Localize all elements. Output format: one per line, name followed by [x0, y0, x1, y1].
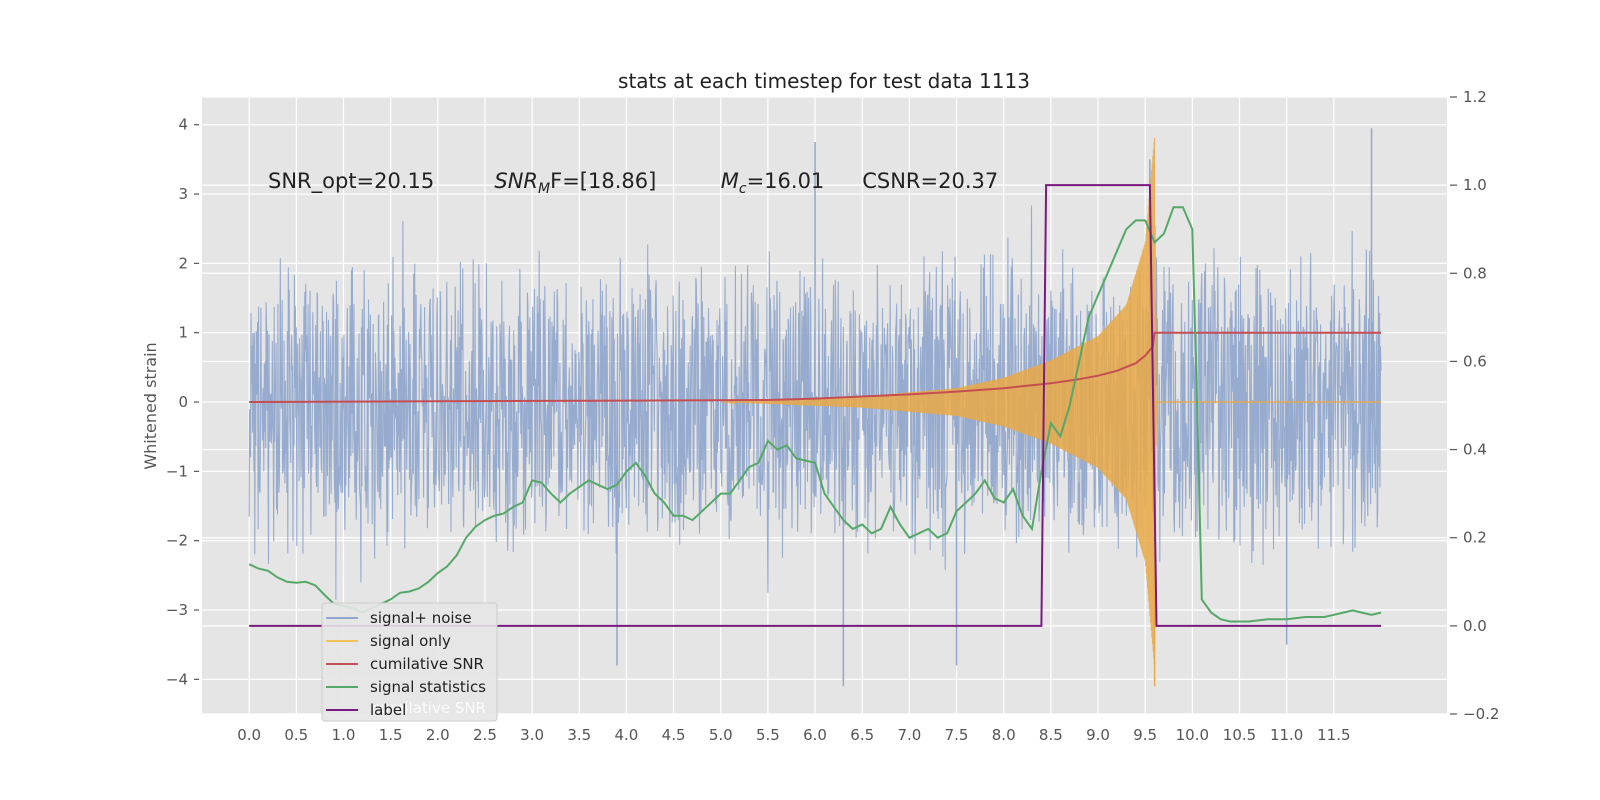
- legend-label: label: [370, 701, 406, 719]
- x-tick-label: 0.5: [284, 726, 308, 744]
- y-tick-label: −1: [166, 462, 188, 480]
- y2-tick-label: 0.4: [1463, 441, 1487, 459]
- legend-label: cumilative SNR: [370, 655, 484, 673]
- x-tick-label: 6.0: [803, 726, 827, 744]
- y-tick-label: 1: [178, 324, 188, 342]
- legend-ghost-label: cumilative SNR: [372, 699, 486, 717]
- x-tick-label: 4.5: [662, 726, 686, 744]
- legend-label: signal statistics: [370, 678, 486, 696]
- x-tick-label: 11.5: [1317, 726, 1350, 744]
- annotation: SNR_opt=20.15: [268, 169, 434, 194]
- annotation: SNRMF=[18.86]: [494, 169, 656, 197]
- y-tick-label: 4: [178, 116, 188, 134]
- annotation: CSNR=20.37: [862, 169, 998, 193]
- x-tick-label: 1.0: [332, 726, 356, 744]
- y2-tick-label: 1.0: [1463, 176, 1487, 194]
- axes: 0.0 0.5 1.0 1.5 2.0 2.5 3.0 3.5 4.0 4.5 5.0 5.5 6.0 6…: [166, 88, 1500, 744]
- x-tick-label: 10.0: [1176, 726, 1209, 744]
- x-tick-label: 7.0: [897, 726, 921, 744]
- legend-label: signal only: [370, 632, 451, 650]
- chirp-trace: [720, 137, 1157, 666]
- legend-box: [321, 602, 498, 722]
- series-line-signal-statistics: [248, 206, 1382, 623]
- plot-area: [248, 128, 1382, 687]
- x-tick-label: 7.5: [945, 726, 969, 744]
- noise-trace: [248, 205, 1382, 600]
- series-line-cumilative-snr: [249, 331, 1381, 403]
- legend-label: signal+ noise: [370, 609, 472, 627]
- annotations: SNR_opt=20.15 SNRMF=[18.86] Mc=16.01 CSNR=2…: [268, 169, 998, 197]
- x-tick-label: 5.5: [756, 726, 780, 744]
- y-axis-label: Whitened strain: [141, 342, 160, 469]
- y2-tick-label: 0.0: [1463, 617, 1487, 635]
- x-tick-label: 2.0: [426, 726, 450, 744]
- y-tick-label: −3: [166, 601, 188, 619]
- chart-title: stats at each timestep for test data 111…: [618, 69, 1030, 93]
- series-lines: [248, 184, 1382, 627]
- y-tick-label: 2: [178, 254, 188, 272]
- x-tick-label: 6.5: [850, 726, 874, 744]
- legend: cumilative SNR signal+ noise signal only cu…: [321, 602, 498, 722]
- x-tick-label: 1.5: [379, 726, 403, 744]
- y2-tick-label: 0.2: [1463, 529, 1487, 547]
- x-tick-label: 8.0: [992, 726, 1016, 744]
- annotation: Mc=16.01: [721, 169, 825, 197]
- y-tick-label: 3: [178, 185, 188, 203]
- y2-tick-label: 0.8: [1463, 264, 1487, 282]
- x-tick-label: 9.5: [1133, 726, 1157, 744]
- y2-tick-label: 1.2: [1463, 88, 1487, 106]
- x-tick-label: 8.5: [1039, 726, 1063, 744]
- x-tick-label: 4.0: [615, 726, 639, 744]
- y-tick-label: −2: [166, 532, 188, 550]
- y2-tick-label: 0.6: [1463, 352, 1487, 370]
- y-tick-label: 0: [178, 393, 188, 411]
- x-tick-label: 11.0: [1270, 726, 1303, 744]
- x-tick-label: 0.0: [237, 726, 261, 744]
- x-tick-label: 3.0: [520, 726, 544, 744]
- x-tick-label: 2.5: [473, 726, 497, 744]
- x-tick-label: 10.5: [1223, 726, 1256, 744]
- y2-tick-label: −0.2: [1463, 705, 1499, 723]
- x-tick-label: 9.0: [1086, 726, 1110, 744]
- x-tick-label: 5.0: [709, 726, 733, 744]
- series-line-label: [249, 184, 1381, 627]
- x-tick-label: 3.5: [567, 726, 591, 744]
- y-tick-label: −4: [166, 670, 188, 688]
